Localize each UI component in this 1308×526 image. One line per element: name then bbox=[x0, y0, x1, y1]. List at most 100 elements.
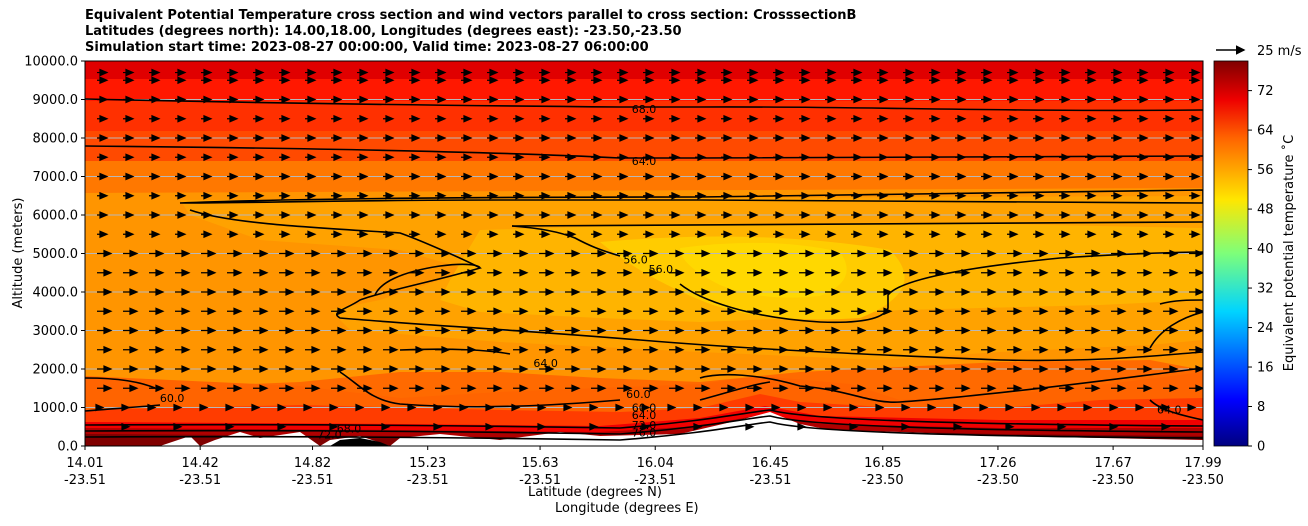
wind-vector bbox=[1007, 191, 1019, 200]
wind-vector bbox=[721, 191, 733, 200]
wind-vector bbox=[565, 153, 577, 162]
colorbar-tick-label: 24 bbox=[1257, 321, 1274, 336]
wind-vector bbox=[591, 134, 603, 142]
contour-label: 64.0 bbox=[632, 409, 657, 422]
wind-vector bbox=[877, 288, 893, 296]
wind-vector bbox=[747, 68, 759, 77]
wind-vector bbox=[253, 365, 269, 373]
wind-vector bbox=[643, 95, 655, 104]
wind-vector bbox=[1189, 230, 1201, 239]
wind-vector bbox=[617, 76, 629, 85]
wind-vector bbox=[1111, 134, 1123, 142]
wind-vector bbox=[331, 384, 347, 393]
wind-vector bbox=[721, 268, 737, 277]
wind-vector bbox=[929, 191, 941, 200]
wind-vector bbox=[1059, 134, 1071, 142]
wind-vector bbox=[97, 172, 109, 181]
wind-vector bbox=[851, 153, 863, 162]
wind-vector bbox=[1163, 288, 1179, 296]
wind-vector bbox=[773, 211, 785, 219]
wind-vector bbox=[1033, 134, 1045, 142]
wind-vector bbox=[435, 365, 451, 373]
wind-vector bbox=[331, 134, 343, 142]
wind-vector bbox=[617, 307, 633, 316]
wind-vector bbox=[773, 68, 785, 77]
wind-vector bbox=[615, 403, 625, 412]
wind-vector bbox=[539, 345, 555, 354]
x-tick-label-lat: 16.45 bbox=[752, 456, 789, 471]
wind-vector bbox=[695, 384, 711, 393]
wind-vector bbox=[721, 365, 737, 373]
wind-vector bbox=[175, 172, 187, 181]
wind-vector bbox=[331, 172, 343, 181]
wind-vector bbox=[383, 230, 395, 239]
wind-vector bbox=[565, 172, 577, 181]
wind-vector bbox=[1111, 249, 1127, 258]
wind-vector bbox=[643, 268, 659, 277]
wind-vector bbox=[929, 172, 941, 181]
wind-vector bbox=[357, 68, 369, 77]
wind-vector bbox=[1189, 268, 1203, 277]
wind-vector bbox=[513, 288, 529, 296]
wind-vector bbox=[669, 365, 685, 373]
wind-vector bbox=[591, 307, 607, 316]
wind-vector bbox=[305, 384, 321, 393]
wind-vector bbox=[877, 307, 893, 316]
wind-vector bbox=[799, 134, 811, 142]
wind-vector bbox=[903, 134, 915, 142]
wind-vector bbox=[201, 365, 217, 373]
wind-vector bbox=[461, 307, 477, 316]
wind-vector bbox=[877, 365, 893, 373]
wind-vector bbox=[227, 345, 243, 354]
wind-vector bbox=[1137, 114, 1149, 123]
wind-vector bbox=[253, 76, 265, 85]
wind-vector bbox=[97, 134, 109, 142]
wind-vector bbox=[487, 68, 499, 77]
wind-vector bbox=[851, 345, 867, 354]
wind-vector bbox=[669, 114, 681, 123]
wind-vector bbox=[279, 307, 295, 316]
wind-vector bbox=[825, 384, 841, 393]
wind-vector bbox=[773, 191, 785, 200]
wind-vector bbox=[253, 134, 265, 142]
wind-vector bbox=[279, 134, 291, 142]
x-tick-label-lat: 15.23 bbox=[409, 456, 446, 471]
contour-58 bbox=[189, 209, 1203, 362]
wind-vector bbox=[123, 76, 135, 85]
wind-vector bbox=[487, 211, 499, 219]
wind-vector bbox=[123, 172, 135, 181]
wind-vector bbox=[253, 211, 265, 219]
wind-vector bbox=[669, 95, 681, 104]
wind-vector bbox=[1059, 172, 1071, 181]
wind-vector bbox=[1137, 191, 1149, 200]
wind-vector bbox=[955, 76, 967, 85]
wind-vector bbox=[1033, 114, 1045, 123]
wind-vector bbox=[1007, 365, 1023, 373]
wind-vector bbox=[149, 134, 161, 142]
wind-vector bbox=[591, 365, 607, 373]
wind-vector bbox=[903, 76, 915, 85]
wind-vector bbox=[1007, 153, 1019, 162]
wind-vector bbox=[1189, 288, 1203, 296]
wind-vector bbox=[1033, 288, 1049, 296]
wind-vector bbox=[1059, 288, 1075, 296]
colorbar bbox=[1213, 60, 1249, 447]
wind-vector bbox=[903, 191, 915, 200]
wind-vector bbox=[227, 134, 239, 142]
wind-vector bbox=[121, 403, 131, 412]
wind-vector bbox=[825, 191, 837, 200]
wind-vector bbox=[97, 230, 109, 239]
x-tick-label-lat: 17.26 bbox=[979, 456, 1016, 471]
wind-vector bbox=[617, 288, 633, 296]
wind-vector bbox=[123, 365, 139, 373]
wind-vector bbox=[1109, 403, 1119, 412]
wind-vector bbox=[123, 345, 139, 354]
wind-vector bbox=[279, 384, 295, 393]
wind-vector bbox=[877, 172, 889, 181]
wind-vector bbox=[227, 326, 243, 335]
wind-vector bbox=[1085, 365, 1101, 373]
wind-vector bbox=[279, 153, 291, 162]
x-tick-label-lat: 17.99 bbox=[1184, 456, 1221, 471]
wind-vector bbox=[123, 191, 135, 200]
wind-vector bbox=[383, 288, 399, 296]
